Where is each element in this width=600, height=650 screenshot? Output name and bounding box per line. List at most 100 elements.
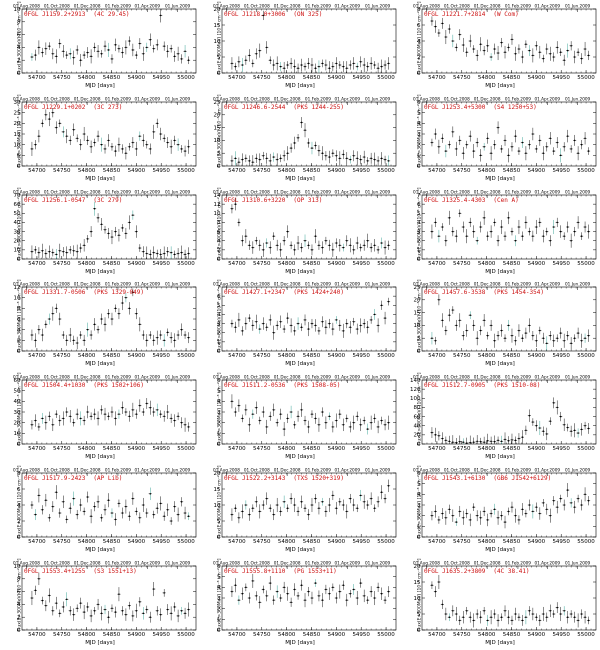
data-point — [238, 221, 240, 223]
x-tick-label: 54850 — [503, 168, 521, 174]
x-tick-label: 54950 — [552, 446, 570, 452]
data-point — [262, 14, 265, 17]
data-point — [384, 497, 386, 500]
data-point — [521, 141, 524, 144]
data-point — [79, 246, 82, 249]
data-point — [241, 510, 244, 513]
x-tick-label: 54900 — [128, 446, 146, 452]
x-axis-label: MJD [days] — [285, 361, 315, 368]
data-point — [283, 428, 285, 431]
data-point — [384, 424, 386, 426]
data-point — [86, 329, 89, 331]
data-point — [111, 318, 113, 321]
data-point — [311, 64, 313, 66]
data-point — [545, 145, 548, 148]
source-name: 0FGL J1522.2+3143 — [224, 475, 286, 482]
data-point — [511, 335, 513, 337]
data-point — [139, 246, 141, 249]
date-tick-label: 01.Jun.2009 — [165, 96, 191, 101]
x-tick-label: 54850 — [303, 261, 321, 267]
date-tick-label: 01.Apr.2009 — [135, 189, 161, 194]
data-point — [276, 504, 278, 506]
data-point — [290, 244, 292, 246]
data-point — [173, 339, 176, 342]
data-point — [370, 246, 372, 248]
panel-title: 0FGL J1517.9-2423 (AP Lib) — [24, 475, 130, 482]
data-point — [38, 251, 40, 253]
x-tick-label: 54950 — [352, 353, 370, 359]
data-point — [518, 225, 520, 228]
data-point — [139, 517, 141, 519]
data-point — [566, 335, 569, 337]
data-point — [300, 326, 303, 329]
data-point — [497, 439, 499, 442]
date-tick-label: 01.Feb.2009 — [505, 4, 531, 9]
date-tick-label: 01.Oct.2008 — [444, 282, 470, 287]
y-tick-label: 20 — [414, 433, 421, 439]
data-point — [445, 439, 447, 442]
y-axis-label: Flux(E>300MeV) [10⁻⁸ cm⁻² s⁻¹] — [17, 558, 23, 632]
data-point — [262, 411, 265, 413]
data-point — [241, 417, 244, 420]
data-point — [479, 441, 482, 443]
y-tick-label: 20 — [214, 7, 221, 13]
data-point — [349, 64, 352, 66]
lightcurve-plot: 54700 54750 54800 54850 54900 54950 55000 01.Au… — [13, 282, 197, 359]
data-point — [387, 485, 390, 487]
lightcurve-panel: 54700 54750 54800 54850 54900 54950 55000 01.Au… — [0, 0, 200, 92]
data-point — [486, 137, 489, 139]
date-tick-label: 01.Jun.2009 — [365, 189, 391, 194]
data-point — [65, 54, 68, 56]
source-alias: (OP 313) — [293, 196, 323, 204]
data-point — [135, 147, 138, 150]
data-point — [587, 230, 590, 232]
data-point — [149, 147, 152, 150]
data-point — [128, 415, 131, 418]
data-point — [349, 244, 352, 246]
data-point — [311, 413, 313, 416]
data-point — [58, 42, 61, 45]
data-point — [359, 424, 362, 426]
y-tick-label: 2 — [217, 421, 221, 427]
y-tick-label: 4 — [217, 313, 221, 319]
y-tick-label: 5 — [217, 519, 221, 525]
data-point — [352, 321, 355, 323]
data-point — [293, 504, 296, 506]
data-point — [504, 337, 506, 340]
date-tick-label: 01.Aug.2008 — [13, 189, 40, 194]
data-point — [328, 415, 331, 418]
data-point — [187, 145, 190, 148]
data-point — [100, 517, 103, 519]
date-tick-label: 01.Dec.2008 — [74, 4, 101, 9]
data-point — [286, 152, 289, 154]
x-tick-label: 54700 — [28, 261, 46, 267]
y-tick-label: 8 — [17, 576, 21, 582]
data-point — [149, 616, 152, 618]
data-point — [52, 505, 54, 508]
date-tick-label: 01.Apr.2009 — [135, 4, 161, 9]
source-alias: (S3 1551+13) — [93, 567, 137, 575]
data-point — [265, 157, 268, 159]
x-tick-label: 54800 — [78, 168, 96, 174]
source-alias: (3C 279) — [93, 196, 123, 204]
data-point — [332, 248, 334, 251]
data-point — [173, 55, 176, 58]
data-point — [559, 154, 562, 156]
date-tick-label: 01.Dec.2008 — [274, 282, 301, 287]
data-point — [159, 502, 162, 505]
data-point — [380, 304, 383, 307]
data-point — [441, 437, 444, 440]
x-tick-label: 54850 — [103, 168, 121, 174]
y-tick-label: 2 — [217, 331, 221, 337]
panel-title: 0FGL J1256.1-0547 (3C 279) — [24, 197, 130, 204]
panel-title: 0FGL J1543.1+6130 (GB6 J1542+6129) — [424, 475, 559, 482]
data-point — [335, 154, 338, 157]
data-point — [570, 502, 572, 504]
data-point — [566, 225, 569, 228]
data-point — [493, 48, 496, 50]
x-tick-label: 55000 — [377, 632, 395, 638]
date-tick-label: 01.Apr.2009 — [535, 375, 561, 380]
data-point — [128, 145, 131, 148]
data-point — [563, 504, 565, 506]
panel-title: 0FGL J1310.6+3220 (OP 313) — [224, 197, 330, 204]
